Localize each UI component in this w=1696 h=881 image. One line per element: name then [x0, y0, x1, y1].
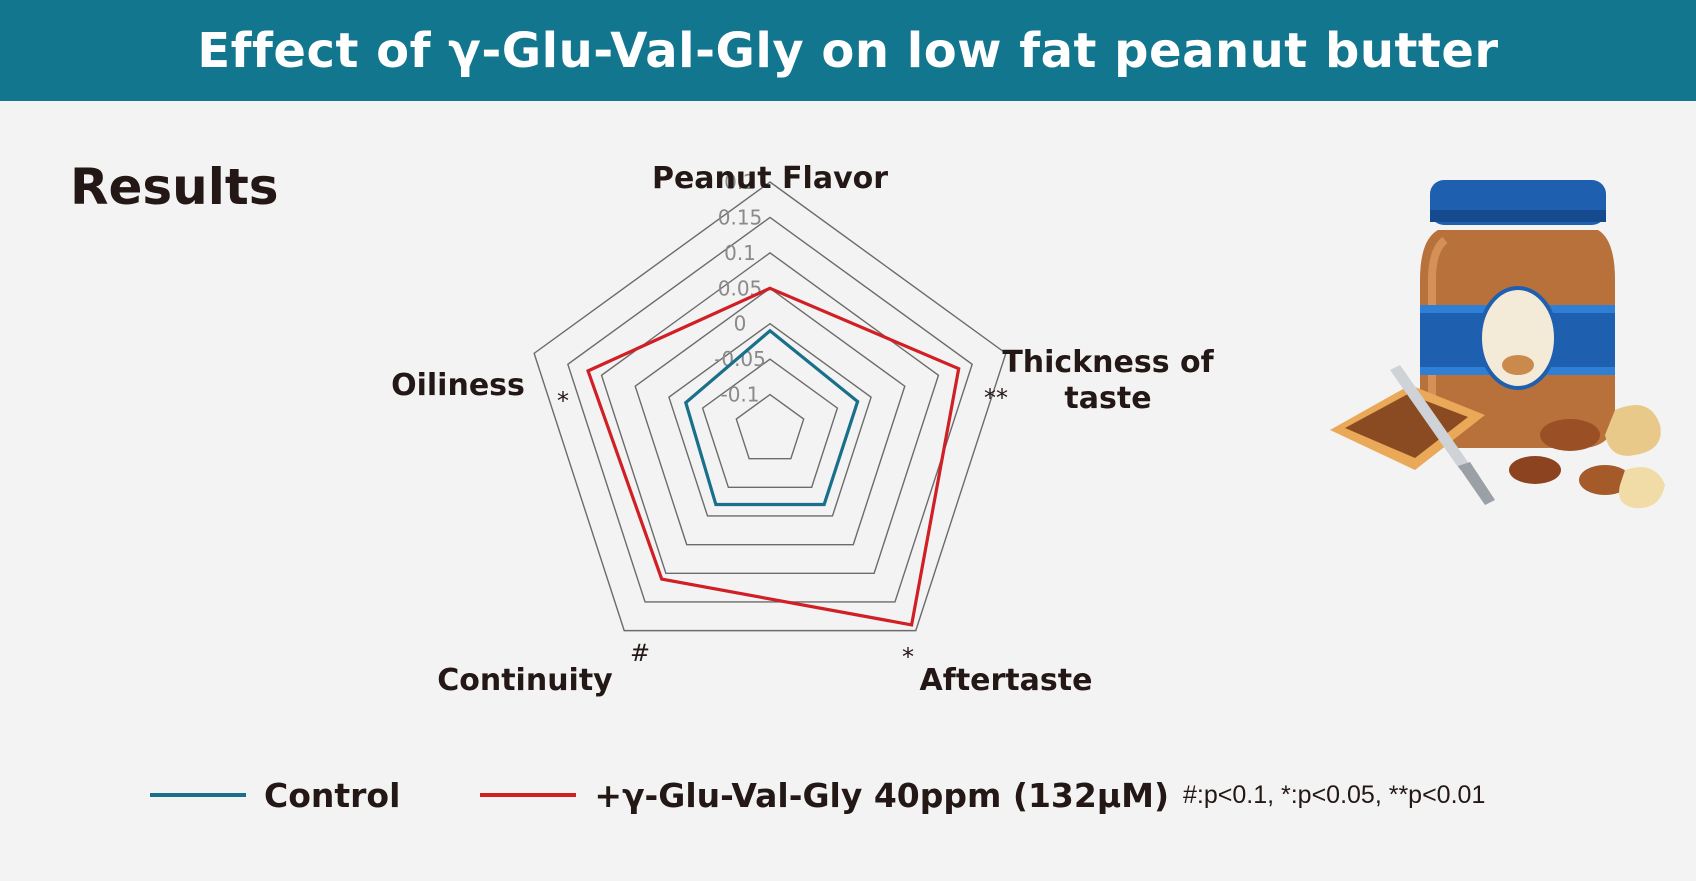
grid-ring-2 — [668, 322, 872, 517]
significance-marker-2: * — [902, 643, 914, 671]
grid-ring-3 — [634, 287, 906, 546]
significance-marker-1: ** — [984, 384, 1008, 412]
axis-label-2: Aftertaste — [920, 663, 1093, 698]
significance-footnote: #:p<0.1, *:p<0.05, **p<0.01 — [1183, 781, 1486, 809]
axis-label-3: Continuity — [437, 663, 613, 698]
grid-ring-1 — [701, 358, 839, 489]
series-treatment-line — [586, 286, 961, 627]
legend-item-control: Control — [150, 776, 400, 815]
legend-label-control: Control — [264, 775, 401, 815]
section-heading: Results — [70, 158, 279, 216]
series-control-line — [683, 328, 860, 507]
axis-label-1: Thickness of — [1002, 345, 1214, 380]
legend-item-treatment: +γ-Glu-Val-Gly 40ppm (132μM) — [480, 776, 1169, 815]
grid-ring-0 — [735, 393, 805, 460]
grid-ring-6 — [533, 181, 1007, 632]
legend-swatch-treatment — [480, 793, 577, 797]
tick-label: 0.15 — [718, 205, 763, 229]
significance-marker-3: # — [630, 639, 650, 667]
tick-label: -0.05 — [714, 347, 766, 371]
tick-label: 0.05 — [718, 276, 763, 300]
legend-label-treatment: +γ-Glu-Val-Gly 40ppm (132μM) — [594, 775, 1170, 815]
peanut-butter-jar-icon — [1330, 180, 1665, 509]
grid-ring-5 — [567, 216, 973, 603]
title-banner: Effect of γ-Glu-Val-Gly on low fat peanu… — [0, 0, 1696, 101]
tick-label: -0.1 — [720, 383, 759, 407]
page-title: Effect of γ-Glu-Val-Gly on low fat peanu… — [197, 22, 1499, 79]
tick-label: 0 — [734, 312, 747, 336]
axis-label-0: Peanut Flavor — [652, 161, 888, 196]
grid-ring-4 — [600, 251, 940, 575]
legend-swatch-control — [150, 793, 246, 797]
legend: Control +γ-Glu-Val-Gly 40ppm (132μM) — [150, 770, 1169, 820]
tick-label: 0.2 — [724, 170, 756, 194]
axis-label-4: Oiliness — [391, 368, 525, 403]
significance-marker-4: * — [557, 387, 569, 415]
tick-label: 0.1 — [724, 241, 756, 265]
axis-label-1: taste — [1064, 381, 1151, 416]
